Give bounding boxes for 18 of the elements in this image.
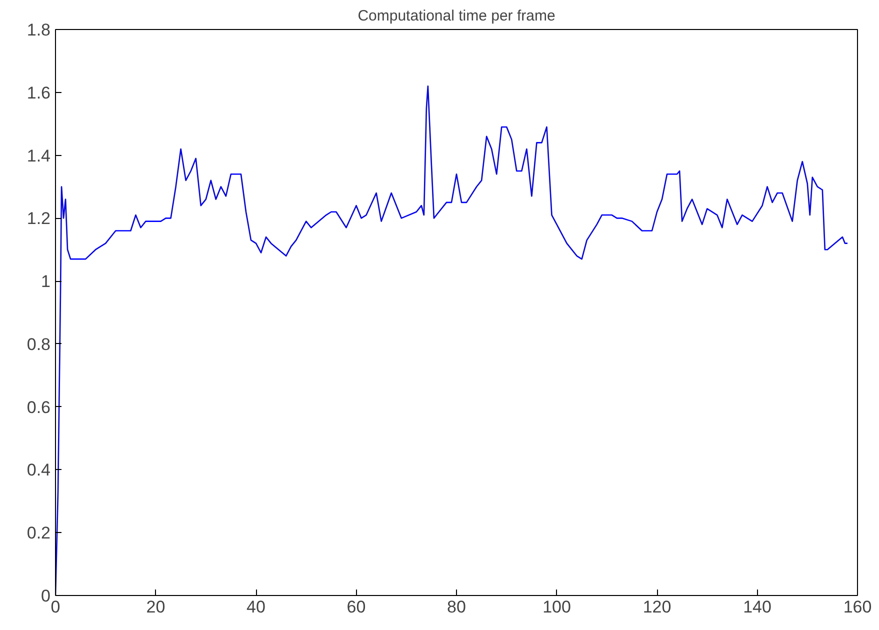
x-tick-label: 120 — [642, 598, 672, 616]
y-tick-label: 1.2 — [26, 209, 51, 228]
y-tick-label: 1 — [41, 272, 51, 292]
x-tick-label: 100 — [542, 598, 571, 616]
y-tick-label: 0.6 — [26, 398, 51, 417]
x-tick-label: 20 — [146, 598, 166, 616]
y-tick-label: 0.8 — [26, 334, 51, 354]
y-tick-label: 0.2 — [26, 524, 51, 543]
x-tick-label: 60 — [346, 598, 366, 616]
x-tick-label: 140 — [743, 598, 772, 616]
y-tick-label: 1.4 — [26, 146, 51, 166]
x-tick-label: 160 — [843, 598, 872, 616]
y-tick-label: 1.8 — [26, 20, 51, 40]
x-tick-label: 40 — [246, 598, 266, 616]
y-tick-label: 1.6 — [26, 83, 51, 102]
chart-title: Computational time per frame — [358, 8, 556, 24]
y-tick-label: 0.4 — [26, 460, 51, 480]
x-tick-label: 80 — [447, 598, 466, 616]
